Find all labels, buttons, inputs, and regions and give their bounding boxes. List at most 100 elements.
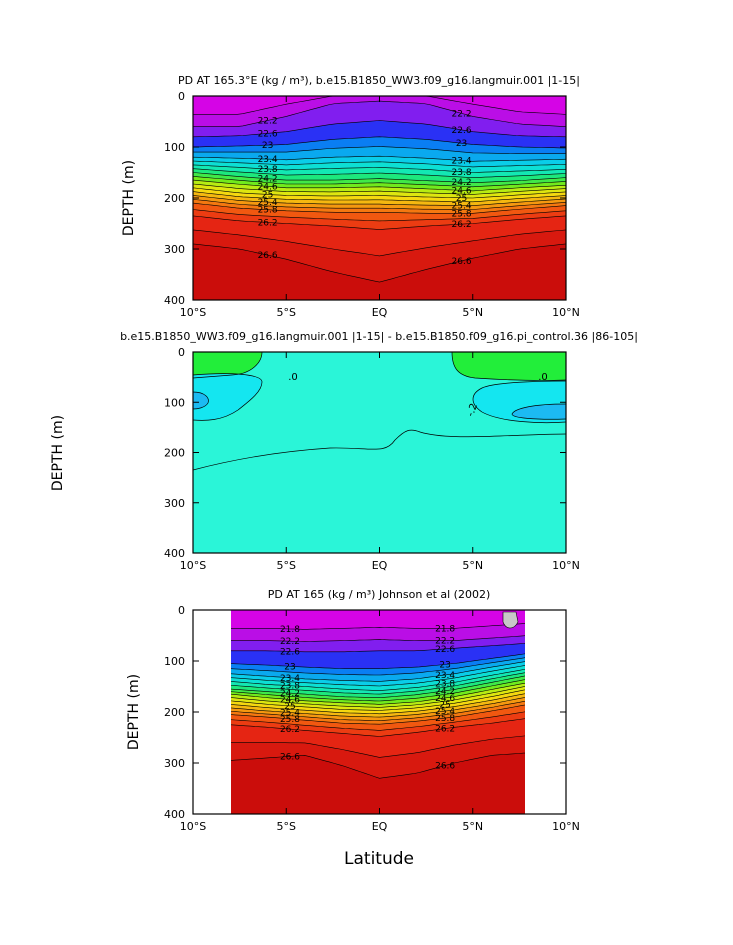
y-tick-label: 100 bbox=[164, 141, 185, 154]
contour-label: 24.2 bbox=[452, 178, 472, 188]
x-tick-label: EQ bbox=[372, 306, 388, 319]
isopycnal-line bbox=[231, 689, 525, 711]
isopycnal-line bbox=[231, 623, 525, 630]
contour-label: 24.2 bbox=[258, 175, 278, 185]
contour-label: 25.8 bbox=[435, 714, 455, 724]
x-tick-label: 5°N bbox=[462, 820, 483, 833]
x-tick-label: EQ bbox=[372, 559, 388, 572]
isopycnal-line bbox=[231, 672, 525, 695]
isopycnal-line bbox=[231, 661, 525, 682]
isopycnal-line bbox=[193, 199, 566, 210]
panel-1-ylabel: DEPTH (m) bbox=[121, 160, 137, 236]
panel-3-axes: 10°S 5°S EQ 5°N 10°N 0 100 200 300 400 bbox=[164, 604, 580, 833]
contour-label: 23.4 bbox=[435, 671, 455, 681]
y-tick-label: 200 bbox=[164, 192, 185, 205]
isopycnal-line bbox=[231, 679, 525, 702]
contour-label: 22.6 bbox=[435, 645, 455, 655]
panel-3-title: PD AT 165 (kg / m³) Johnson et al (2002) bbox=[268, 588, 491, 601]
contour-label: 23 bbox=[439, 660, 450, 670]
contour-label: 24.6 bbox=[435, 694, 455, 704]
contour-label: 21.8 bbox=[280, 625, 300, 635]
x-tick-label: 5°S bbox=[277, 306, 296, 319]
isopycnal-line bbox=[231, 711, 525, 731]
contour-label: 25.8 bbox=[280, 715, 300, 725]
isopycnal-line bbox=[193, 243, 566, 283]
contour-label: 23 bbox=[262, 141, 273, 151]
isopycnal-line bbox=[193, 96, 566, 115]
contour-label: 24.6 bbox=[280, 696, 300, 706]
contour-label: 26.6 bbox=[258, 251, 278, 261]
contour-label: 26.2 bbox=[280, 725, 300, 735]
panel-2-contour-lines bbox=[193, 352, 566, 471]
isopycnal-line bbox=[231, 675, 525, 699]
contour-label: .0 bbox=[288, 372, 298, 383]
isopycnal-line bbox=[231, 752, 525, 779]
density-band bbox=[193, 243, 566, 300]
panel-1-title: PD AT 165.3°E (kg / m³), b.e15.B1850_WW3… bbox=[178, 74, 580, 87]
isopycnal-line bbox=[193, 202, 566, 214]
isopycnal-line bbox=[231, 718, 525, 737]
contour-label: 23.8 bbox=[258, 165, 278, 175]
contour-label: 23.4 bbox=[452, 157, 472, 167]
x-tick-label: 10°S bbox=[180, 559, 206, 572]
missing-data-patch bbox=[502, 611, 519, 629]
panel-1-axes: 10°S 5°S EQ 5°N 10°N 0 100 200 300 400 bbox=[164, 90, 580, 319]
isopycnal-line bbox=[193, 120, 566, 138]
contour-label: 26.6 bbox=[280, 752, 300, 762]
x-tick-label: 10°S bbox=[180, 820, 206, 833]
contour-label: -.2 bbox=[465, 402, 480, 418]
panel-2-ylabel: DEPTH (m) bbox=[50, 415, 66, 491]
contour-label: 24.2 bbox=[280, 689, 300, 699]
isopycnal-line bbox=[231, 697, 525, 718]
x-tick-label: 10°S bbox=[180, 306, 206, 319]
isopycnal-line bbox=[231, 643, 525, 653]
isopycnal-line bbox=[193, 155, 566, 162]
contour-label: 26.2 bbox=[452, 220, 472, 230]
isopycnal-line bbox=[231, 665, 525, 687]
isopycnal-line bbox=[231, 653, 525, 669]
contour-label: 23.4 bbox=[280, 674, 300, 684]
isopycnal-line bbox=[193, 215, 566, 230]
contour-label: 21.8 bbox=[435, 624, 455, 634]
y-tick-label: 400 bbox=[164, 808, 185, 821]
contour-label: 22.2 bbox=[452, 109, 472, 119]
isopycnal-line bbox=[193, 146, 566, 154]
contour-label: 24.6 bbox=[258, 182, 278, 192]
x-tick-label: 5°S bbox=[277, 559, 296, 572]
contour-label: 25 bbox=[456, 194, 467, 204]
contour-label: 25.4 bbox=[452, 202, 472, 212]
contour-label: 23.8 bbox=[452, 168, 472, 178]
y-tick-label: 400 bbox=[164, 294, 185, 307]
x-tick-label: 5°N bbox=[462, 559, 483, 572]
isopycnal-line bbox=[193, 164, 566, 173]
isopycnal-line bbox=[193, 187, 566, 199]
isopycnal-line bbox=[193, 172, 566, 184]
isopycnal-line bbox=[193, 136, 566, 149]
contour-label: 24.6 bbox=[452, 186, 472, 196]
contour-label: 25.8 bbox=[452, 209, 472, 219]
contour-label: 22.2 bbox=[280, 637, 300, 647]
contour-label: 23 bbox=[456, 139, 467, 149]
y-tick-label: 0 bbox=[178, 90, 185, 103]
contour-label: 25.4 bbox=[435, 707, 455, 717]
contour-label: 25 bbox=[439, 700, 450, 710]
panel-2-contour-labels: .0 .0 -.2 bbox=[288, 372, 548, 418]
x-tick-label: 10°N bbox=[552, 820, 580, 833]
contour-label: 25.8 bbox=[258, 206, 278, 216]
x-tick-label: 5°S bbox=[277, 820, 296, 833]
isopycnal-line bbox=[231, 682, 525, 705]
contour-label: 22.2 bbox=[258, 116, 278, 126]
x-axis-label: Latitude bbox=[344, 849, 414, 869]
panel-1: PD AT 165.3°E (kg / m³), b.e15.B1850_WW3… bbox=[121, 74, 580, 319]
y-tick-label: 400 bbox=[164, 547, 185, 560]
contour-label: 23.4 bbox=[258, 155, 278, 165]
panel-3-ylabel: DEPTH (m) bbox=[126, 674, 142, 750]
isopycnal-line bbox=[193, 176, 566, 188]
contour-label: 25.4 bbox=[280, 709, 300, 719]
y-tick-label: 0 bbox=[178, 604, 185, 617]
x-tick-label: 5°N bbox=[462, 306, 483, 319]
contour-label: 25.4 bbox=[258, 198, 278, 208]
